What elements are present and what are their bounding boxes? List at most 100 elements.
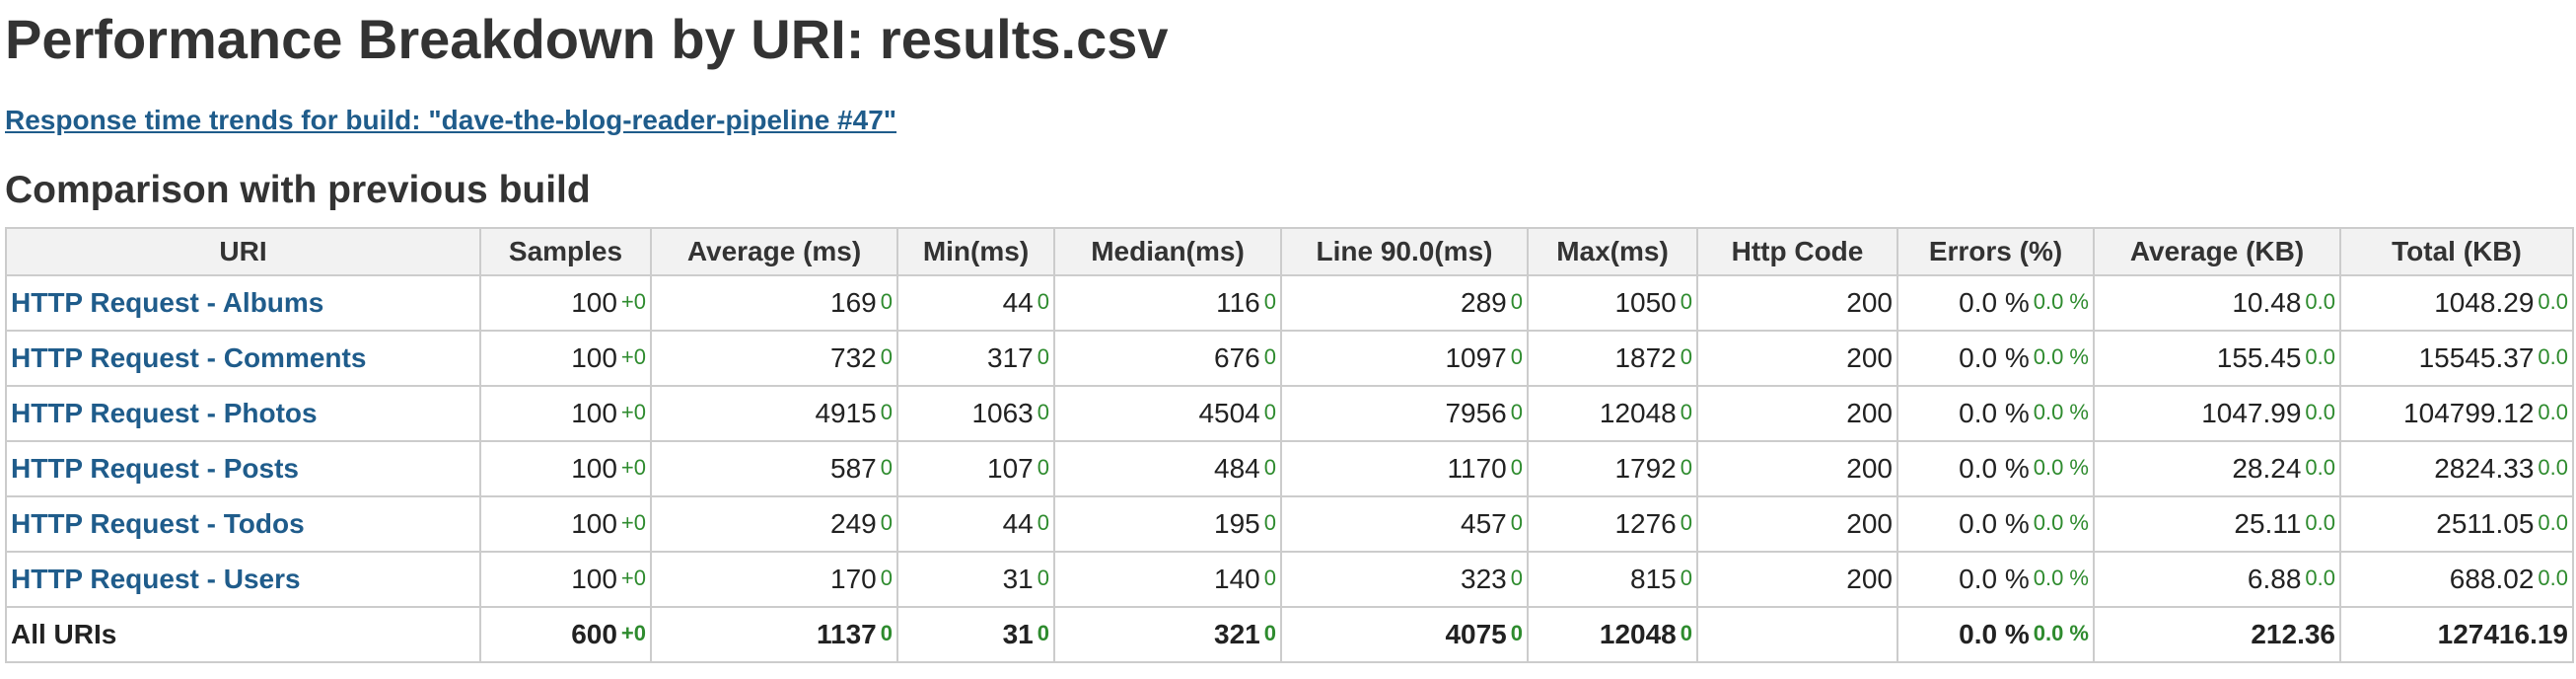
header-line90-ms[interactable]: Line 90.0(ms): [1280, 227, 1529, 276]
samples-cell: 100 +0: [479, 330, 652, 387]
average-kb-value: 25.11: [2234, 508, 2302, 539]
header-total-kb[interactable]: Total (KB): [2339, 227, 2574, 276]
total-kb-value: 688.02: [2449, 564, 2535, 594]
min-ms-delta: 0: [1037, 455, 1049, 480]
total-kb-value: 2511.05: [2436, 508, 2535, 539]
max-ms-delta: 0: [1680, 621, 1692, 645]
min-ms-cell: 1063 0: [896, 385, 1055, 442]
uri-link[interactable]: HTTP Request - Users: [11, 564, 301, 594]
median-ms-delta: 0: [1263, 344, 1276, 369]
errors-value: 0.0 %: [1959, 398, 2030, 428]
total-kb-delta: 0.0: [2538, 289, 2568, 314]
errors-cell: 0.0 % 0.0 %: [1896, 330, 2095, 387]
median-ms-value: 321: [1214, 619, 1260, 649]
http-code-value: 200: [1846, 342, 1893, 373]
total-kb-cell: 2511.05 0.0: [2339, 495, 2574, 553]
max-ms-cell: 1872 0: [1527, 330, 1698, 387]
table-row: HTTP Request - Photos 100 +0 4915 0 1063 0 4504…: [5, 385, 2574, 442]
max-ms-cell: 815 0: [1527, 551, 1698, 608]
line90-ms-delta: 0: [1510, 510, 1523, 535]
min-ms-value: 44: [1002, 508, 1034, 539]
total-kb-delta: 0.0: [2538, 344, 2568, 369]
uri-cell: HTTP Request - Todos: [5, 495, 481, 553]
header-median-ms[interactable]: Median(ms): [1053, 227, 1282, 276]
median-ms-value: 116: [1216, 287, 1260, 318]
header-average-ms[interactable]: Average (ms): [650, 227, 898, 276]
total-kb-delta: 0.0: [2538, 566, 2568, 590]
header-uri[interactable]: URI: [5, 227, 481, 276]
header-average-kb[interactable]: Average (KB): [2093, 227, 2341, 276]
errors-delta: 0.0 %: [2033, 510, 2089, 535]
header-http-code[interactable]: Http Code: [1696, 227, 1898, 276]
min-ms-value: 317: [987, 342, 1034, 373]
uri-link[interactable]: HTTP Request - Albums: [11, 287, 324, 318]
table-row: HTTP Request - Albums 100 +0 169 0 44 0 116 0 289…: [5, 274, 2574, 332]
min-ms-value: 31: [1002, 619, 1034, 649]
max-ms-value: 1872: [1614, 342, 1677, 373]
table-row: HTTP Request - Users 100 +0 170 0 31 0 140 0 323 0…: [5, 551, 2574, 608]
errors-value: 0.0 %: [1959, 619, 2030, 649]
uri-link[interactable]: HTTP Request - Todos: [11, 508, 305, 539]
http-code-cell: 200: [1696, 330, 1898, 387]
line90-ms-cell: 7956 0: [1280, 385, 1529, 442]
uri-link[interactable]: HTTP Request - Posts: [11, 453, 299, 484]
uri-performance-table: URI Samples Average (ms) Min(ms) Median(…: [5, 227, 2574, 663]
samples-value: 100: [571, 508, 617, 539]
uri-link[interactable]: HTTP Request - Comments: [11, 342, 367, 373]
header-errors[interactable]: Errors (%): [1896, 227, 2095, 276]
median-ms-delta: 0: [1263, 621, 1276, 645]
header-samples[interactable]: Samples: [479, 227, 652, 276]
average-kb-cell: 10.48 0.0: [2093, 274, 2341, 332]
min-ms-value: 44: [1002, 287, 1034, 318]
header-min-ms[interactable]: Min(ms): [896, 227, 1055, 276]
comparison-heading: Comparison with previous build: [5, 169, 591, 211]
min-ms-value: 107: [987, 453, 1034, 484]
average-ms-value: 732: [830, 342, 877, 373]
min-ms-delta: 0: [1037, 400, 1049, 424]
average-ms-value: 249: [830, 508, 877, 539]
average-kb-cell: 28.24 0.0: [2093, 440, 2341, 497]
line90-ms-cell: 289 0: [1280, 274, 1529, 332]
errors-cell: 0.0 % 0.0 %: [1896, 440, 2095, 497]
average-ms-value: 587: [830, 453, 877, 484]
samples-cell: 100 +0: [479, 440, 652, 497]
min-ms-cell: 31 0: [896, 606, 1055, 663]
min-ms-delta: 0: [1037, 289, 1049, 314]
line90-ms-value: 323: [1461, 564, 1507, 594]
line90-ms-delta: 0: [1510, 566, 1523, 590]
errors-delta: 0.0 %: [2033, 566, 2089, 590]
line90-ms-value: 7956: [1445, 398, 1507, 428]
average-ms-delta: 0: [880, 455, 893, 480]
average-ms-delta: 0: [880, 621, 893, 645]
samples-value: 100: [571, 287, 617, 318]
uri-cell: HTTP Request - Posts: [5, 440, 481, 497]
median-ms-cell: 116 0: [1053, 274, 1282, 332]
max-ms-delta: 0: [1680, 566, 1692, 590]
median-ms-value: 4504: [1198, 398, 1260, 428]
average-ms-cell: 732 0: [650, 330, 898, 387]
average-kb-cell: 155.45 0.0: [2093, 330, 2341, 387]
total-kb-delta: 0.0: [2538, 510, 2568, 535]
line90-ms-delta: 0: [1510, 289, 1523, 314]
average-kb-value: 212.36: [2251, 619, 2335, 649]
average-ms-value: 1137: [817, 619, 877, 649]
http-code-cell: 200: [1696, 551, 1898, 608]
http-code-cell: 200: [1696, 274, 1898, 332]
total-kb-value: 127416.19: [2437, 619, 2568, 649]
max-ms-cell: 1276 0: [1527, 495, 1698, 553]
max-ms-value: 1792: [1614, 453, 1677, 484]
trend-link[interactable]: Response time trends for build: "dave-th…: [5, 105, 897, 135]
samples-delta: +0: [620, 510, 646, 535]
uri-link[interactable]: HTTP Request - Photos: [11, 398, 318, 428]
http-code-value: 200: [1846, 453, 1893, 484]
average-kb-delta: 0.0: [2305, 344, 2335, 369]
samples-delta: +0: [620, 621, 646, 645]
average-ms-cell: 170 0: [650, 551, 898, 608]
max-ms-delta: 0: [1680, 455, 1692, 480]
average-ms-delta: 0: [880, 344, 893, 369]
total-kb-cell: 104799.12 0.0: [2339, 385, 2574, 442]
header-max-ms[interactable]: Max(ms): [1527, 227, 1698, 276]
line90-ms-delta: 0: [1510, 344, 1523, 369]
errors-delta: 0.0 %: [2033, 621, 2089, 645]
average-kb-cell: 6.88 0.0: [2093, 551, 2341, 608]
